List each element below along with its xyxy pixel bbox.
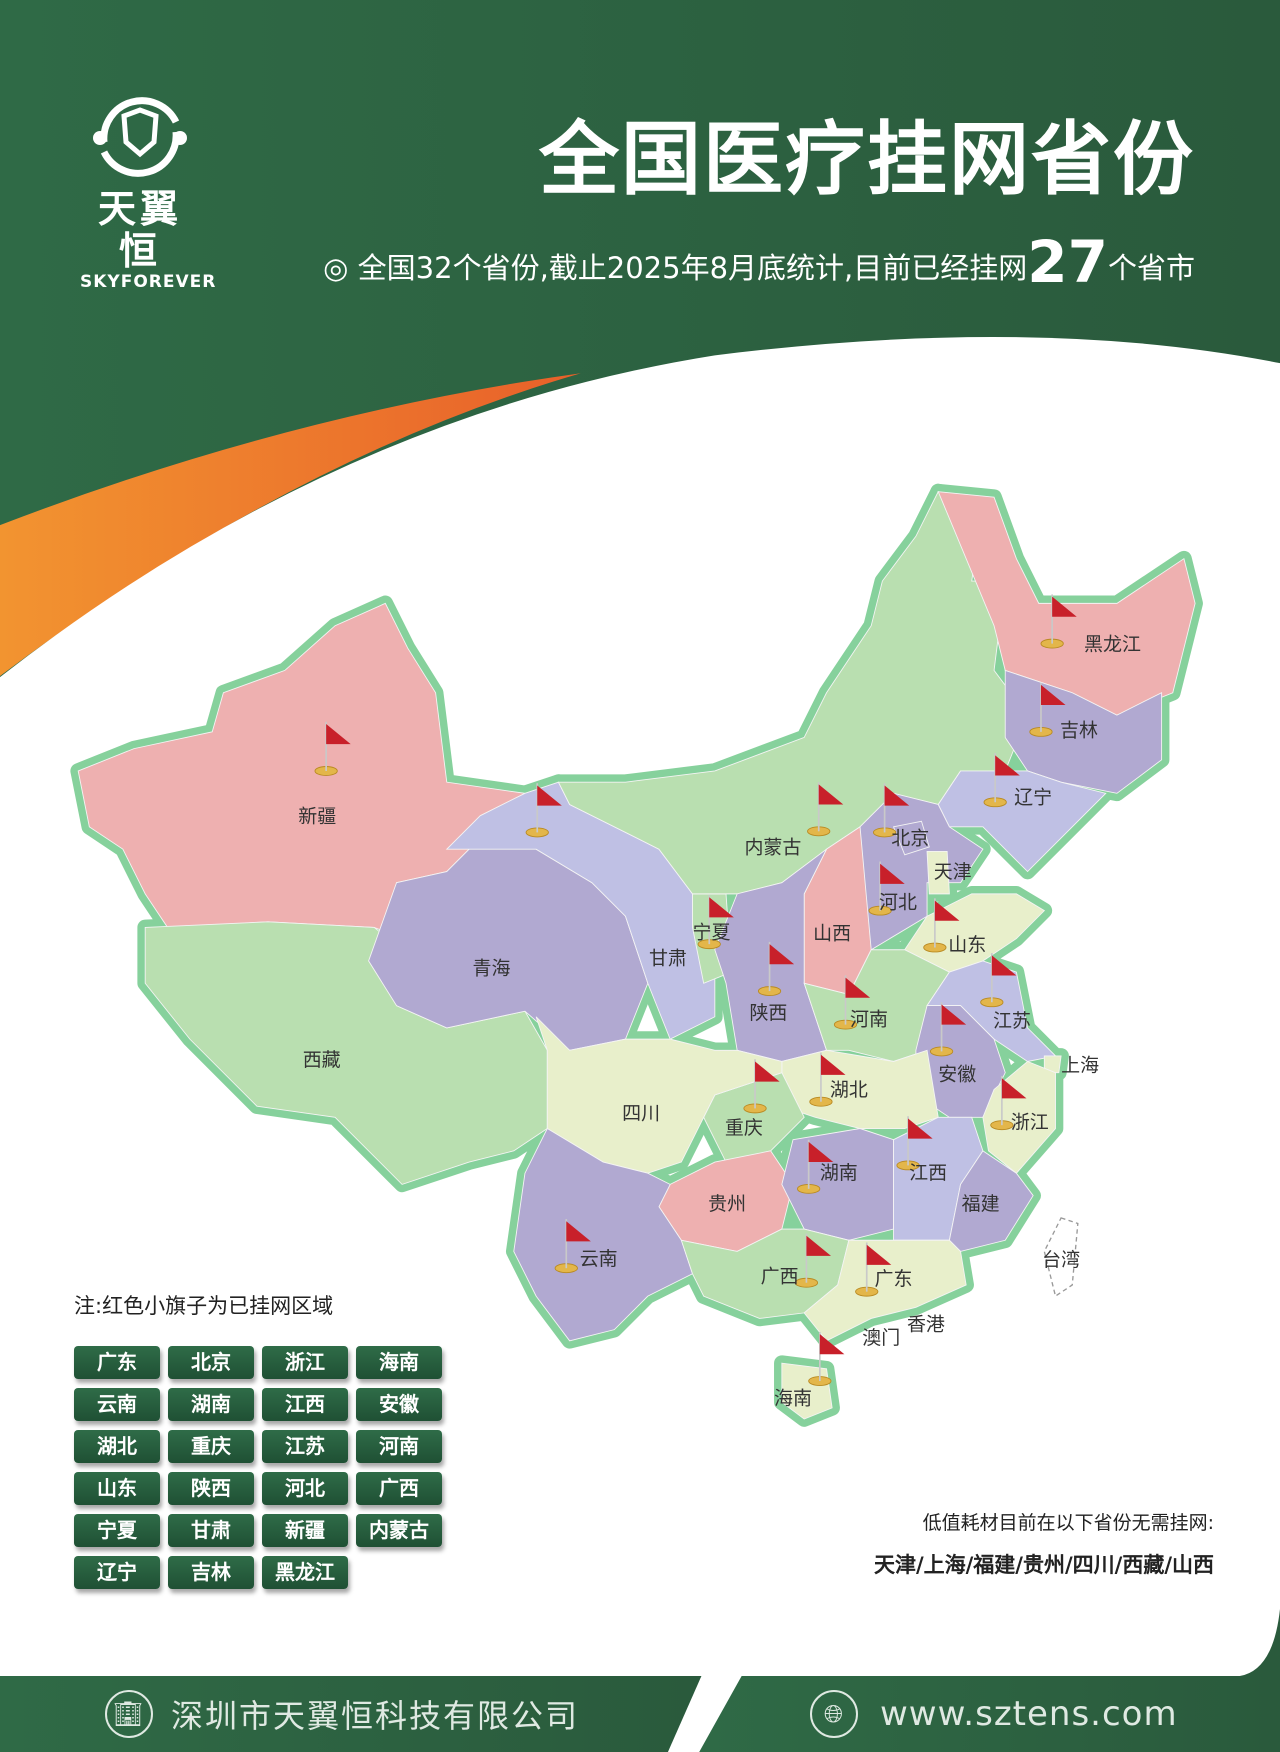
province-tag[interactable]: 吉林 [168,1556,254,1589]
province-label: 山东 [948,934,986,956]
province-tag[interactable]: 河北 [262,1472,348,1505]
province-label: 香港 [907,1314,945,1336]
province-label: 四川 [622,1103,660,1125]
legend-note: 注:红色小旗子为已挂网区域 [74,1294,334,1318]
province-label: 辽宁 [1014,786,1052,808]
province-tag[interactable]: 甘肃 [168,1514,254,1547]
province-tag[interactable]: 黑龙江 [262,1556,348,1589]
flag-icon [990,1076,1027,1131]
province-label: 湖北 [830,1079,868,1101]
province-label: 吉林 [1060,719,1098,741]
province-label: 澳门 [862,1327,900,1349]
province-label: 江苏 [993,1010,1031,1032]
exempt-label: 低值耗材目前在以下省份无需挂网: [922,1512,1214,1534]
province-tag[interactable]: 广西 [356,1472,442,1505]
province-tag[interactable]: 新疆 [262,1514,348,1547]
province-tag[interactable]: 浙江 [262,1346,348,1379]
province-tag[interactable]: 陕西 [168,1472,254,1505]
province-shape [803,1239,967,1342]
province-label: 甘肃 [649,947,687,969]
globe-icon: 🌐︎ [810,1690,858,1738]
province-label: 湖南 [820,1162,858,1184]
footer-company: 🏢︎ 深圳市天翼恒科技有限公司 [105,1690,579,1738]
province-label: 台湾 [1042,1249,1080,1271]
building-icon: 🏢︎ [105,1690,153,1738]
province-label: 天津 [934,861,972,883]
province-shape [892,820,930,856]
page-title: 全国医疗挂网省份 [539,113,1195,206]
province-tag[interactable]: 安徽 [356,1388,442,1421]
flag-icon [807,782,844,837]
province-label: 陕西 [749,1002,787,1024]
province-label: 浙江 [1011,1112,1049,1134]
flag-icon [983,753,1020,808]
province-label: 福建 [962,1193,1000,1215]
footer-left [0,1676,702,1752]
province-tag[interactable]: 江苏 [262,1430,348,1463]
subtitle-suffix: 个省市 [1107,251,1195,285]
exempt-provinces: 天津/上海/福建/贵州/四川/西藏/山西 [873,1553,1214,1577]
province-label: 江西 [909,1162,947,1184]
province-tag[interactable]: 海南 [356,1346,442,1379]
province-label: 重庆 [725,1117,763,1139]
province-shape [1043,1217,1079,1298]
province-label: 上海 [1061,1055,1099,1077]
flag-icon [896,1116,933,1171]
province-label: 云南 [580,1248,618,1270]
logo-chinese: 天翼恒 [97,187,182,273]
listed-provinces-grid: 广东 北京 浙江 海南云南 湖南 江西 安徽湖北 重庆 江苏 河南山东 陕西 河北 广西宁夏 甘肃 新疆 内蒙… [74,1346,442,1589]
flag-icon [554,1219,591,1274]
province-tag[interactable]: 内蒙古 [356,1514,442,1547]
province-shape [926,850,950,895]
province-tag[interactable]: 广东 [74,1346,160,1379]
logo: 天翼恒 SKYFOREVER [80,92,217,292]
province-tag[interactable]: 湖北 [74,1430,160,1463]
province-label: 安徽 [938,1063,976,1085]
province-tag[interactable]: 辽宁 [74,1556,160,1589]
province-tag[interactable]: 山东 [74,1472,160,1505]
province-tag[interactable]: 北京 [168,1346,254,1379]
subtitle-prefix: ◎ 全国32个省份,截止2025年8月底统计,目前已经挂网 [323,251,1028,285]
exempt-section: 低值耗材目前在以下省份无需挂网: 天津/上海/福建/贵州/四川/西藏/山西 [874,1508,1214,1579]
province-label: 海南 [774,1388,812,1410]
province-tag[interactable]: 湖南 [168,1388,254,1421]
province-tag[interactable]: 宁夏 [74,1514,160,1547]
province-shape [1043,1055,1062,1074]
province-label: 河南 [850,1009,888,1031]
province-label: 山西 [813,923,851,945]
province-label: 北京 [891,828,929,850]
province-label: 黑龙江 [1084,633,1141,655]
province-shape [513,1127,694,1342]
province-label: 广西 [761,1266,799,1288]
province-tag[interactable]: 云南 [74,1388,160,1421]
flag-icon [855,1242,892,1297]
flag-icon [833,975,871,1030]
flag-icon [794,1233,831,1288]
province-label: 贵州 [708,1193,746,1215]
province-tag[interactable]: 江西 [262,1388,348,1421]
logo-english: SKYFOREVER [80,272,217,292]
province-label: 新疆 [298,805,336,827]
flag-icon [697,894,734,950]
province-label: 广东 [875,1268,913,1290]
province-label: 西藏 [303,1049,341,1071]
province-label: 青海 [472,957,510,979]
shield-logo-icon [93,97,187,177]
province-shape [948,1150,1034,1252]
website-link[interactable]: www.sztens.com [880,1694,1178,1734]
subtitle: ◎ 全国32个省份,截止2025年8月底统计,目前已经挂网27个省市 [323,232,1195,298]
listed-count: 27 [1027,228,1108,296]
orange-swoosh [0,373,581,676]
province-tag[interactable]: 重庆 [168,1430,254,1463]
flag-icon [808,1331,845,1386]
province-label: 内蒙古 [744,837,801,859]
footer-website[interactable]: 🌐︎ www.sztens.com [810,1690,1178,1738]
province-label: 宁夏 [693,922,731,944]
province-label: 河北 [879,891,917,913]
company-name: 深圳市天翼恒科技有限公司 [171,1697,580,1735]
province-tag[interactable]: 河南 [356,1430,442,1463]
